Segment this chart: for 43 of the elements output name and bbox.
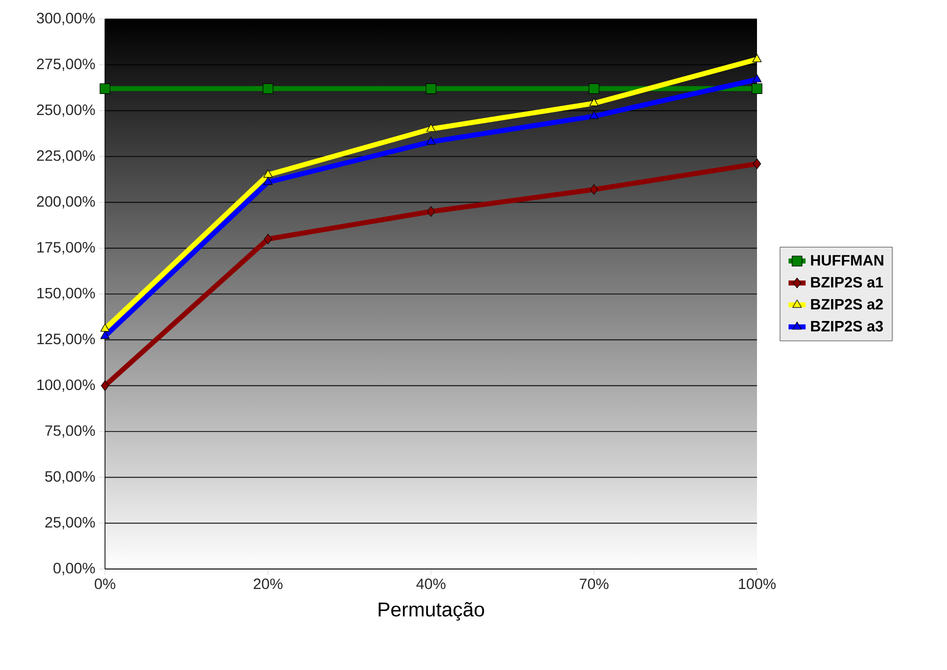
point [264, 234, 272, 244]
x-tick-label: 0% [94, 578, 116, 590]
point [262, 83, 274, 94]
point [752, 54, 762, 62]
x-tick-label: 20% [254, 578, 282, 590]
y-tick-label: 75,00% [45, 425, 95, 438]
y-tick-label: 50,00% [45, 471, 95, 484]
point [589, 110, 599, 119]
legend-label: BZIP2S a1 [811, 276, 884, 288]
point [426, 83, 436, 94]
point [752, 158, 762, 170]
point [426, 206, 436, 217]
point [100, 83, 110, 94]
point [100, 330, 110, 339]
y-tick-label: 175,00% [37, 242, 95, 254]
y-tick-label: 100,00% [37, 379, 95, 392]
point [590, 184, 598, 195]
point [752, 83, 762, 94]
x-tick-label: 40% [416, 578, 446, 590]
x-tick-label: 100% [738, 578, 776, 590]
point [589, 98, 599, 106]
legend-label: HUFFMAN [811, 255, 884, 266]
legend-label: BZIP2S a3 [811, 320, 883, 332]
point [100, 324, 110, 332]
y-tick-label: 225,00% [37, 150, 95, 163]
point [100, 380, 110, 391]
point [263, 170, 273, 178]
point [752, 74, 762, 82]
point [426, 124, 436, 132]
x-axis-title: Permutação [378, 602, 484, 621]
y-tick-label: 150,00% [37, 288, 95, 300]
y-tick-label: 25,00% [45, 516, 95, 530]
y-tick-label: 200,00% [37, 196, 95, 209]
y-tick-label: 250,00% [37, 104, 95, 117]
y-tick-label: 275,00% [37, 58, 95, 72]
y-tick-label: 125,00% [37, 334, 95, 346]
point [588, 83, 600, 94]
legend-label: BZIP2S a2 [811, 298, 883, 310]
y-tick-label: 0,00% [54, 562, 95, 576]
point [426, 136, 436, 145]
y-tick-label: 300,00% [36, 12, 95, 26]
point [263, 176, 273, 185]
x-tick-label: 70% [580, 578, 608, 590]
